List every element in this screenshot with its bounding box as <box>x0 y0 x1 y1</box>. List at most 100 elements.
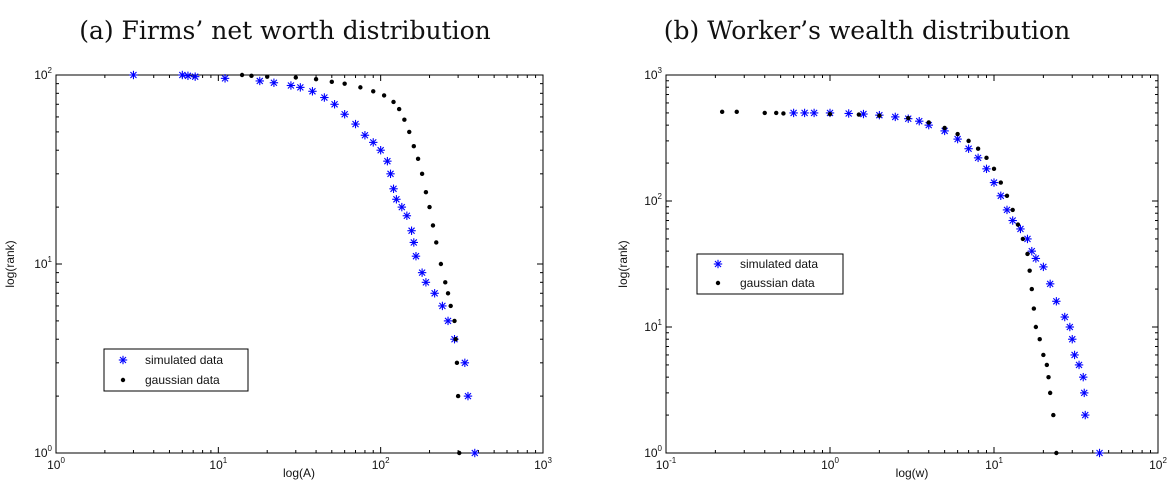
gaussian-point <box>1037 337 1042 342</box>
panel-a: (a) Firms’ net worth distribution 100 101… <box>3 16 552 480</box>
simulated-point <box>1031 254 1041 263</box>
gaussian-point <box>926 120 931 125</box>
gaussian-point <box>329 79 334 85</box>
gaussian-point <box>1033 324 1039 330</box>
gaussian-point <box>1041 352 1046 358</box>
gaussian-point <box>1054 450 1059 456</box>
simulated-point <box>129 70 138 80</box>
simulated-point <box>891 112 900 122</box>
panel-b-legend: simulated data gaussian data <box>696 253 844 295</box>
gaussian-point <box>443 280 448 285</box>
gaussian-point <box>827 111 833 117</box>
simulated-point <box>443 316 453 326</box>
simulated-point <box>220 74 230 83</box>
simulated-point <box>369 138 378 147</box>
simulated-point <box>1070 350 1079 360</box>
gaussian-point <box>1046 374 1051 380</box>
gaussian-point <box>457 450 462 456</box>
simulated-point <box>1008 216 1017 225</box>
simulated-point <box>982 164 991 174</box>
panel-a-points <box>129 70 479 458</box>
panel-b: (b) Worker’s wealth distribution 10-1 100… <box>616 16 1167 480</box>
simulated-point <box>383 156 392 166</box>
simulated-point <box>1074 360 1084 370</box>
gaussian-point <box>1004 193 1010 198</box>
panel-a-xlabel: log(A) <box>283 466 315 480</box>
gaussian-point <box>423 189 429 195</box>
legend-marker-gaussian <box>715 280 721 286</box>
simulated-point <box>1095 448 1104 458</box>
simulated-point <box>308 87 317 96</box>
gaussian-point <box>734 109 739 115</box>
gaussian-point <box>313 77 319 82</box>
panel-b-title: (b) Worker’s wealth distribution <box>664 16 1070 45</box>
y-tick-label: 102 <box>34 66 52 82</box>
legend-marker-simulated <box>118 355 128 365</box>
simulated-point <box>800 108 809 118</box>
gaussian-point <box>402 117 407 122</box>
panel-a-title: (a) Firms’ net worth distribution <box>79 16 491 45</box>
gaussian-point <box>942 125 947 131</box>
simulated-point <box>438 301 447 311</box>
simulated-point <box>1068 335 1077 344</box>
simulated-point <box>1023 234 1032 244</box>
y-tick-label: 100 <box>644 444 662 460</box>
simulated-point <box>417 268 427 277</box>
simulated-point <box>286 81 296 90</box>
gaussian-point <box>1010 207 1015 213</box>
simulated-point <box>320 93 329 102</box>
simulated-point <box>411 251 421 261</box>
simulated-point <box>255 76 264 86</box>
gaussian-point <box>966 138 971 144</box>
gaussian-point <box>454 360 460 366</box>
panel-a-ticks: 100 101 102 103 100 101 102 <box>34 66 552 472</box>
gaussian-point <box>781 111 786 116</box>
gaussian-point <box>1047 390 1053 396</box>
gaussian-point <box>427 204 432 210</box>
gaussian-point <box>1029 286 1034 292</box>
gaussian-point <box>453 337 458 342</box>
gaussian-point <box>239 72 245 78</box>
gaussian-point <box>293 75 298 80</box>
simulated-point <box>1027 246 1036 256</box>
simulated-point <box>1045 279 1055 289</box>
y-tick-label: 102 <box>644 192 662 208</box>
gaussian-point <box>455 393 461 399</box>
legend-marker <box>120 377 126 383</box>
gaussian-point <box>1015 222 1021 227</box>
legend-label-gaussian: gaussian data <box>145 373 220 387</box>
x-tick-label: 10-1 <box>656 456 677 472</box>
simulated-point <box>953 134 962 144</box>
gaussian-point <box>249 73 254 79</box>
gaussian-point <box>774 110 779 116</box>
gaussian-point <box>381 93 387 98</box>
simulated-point <box>996 191 1005 200</box>
legend-marker <box>715 280 721 286</box>
gaussian-point <box>906 115 911 121</box>
simulated-point <box>1081 410 1090 420</box>
gaussian-point <box>1025 251 1030 257</box>
x-tick-label: 103 <box>534 456 552 472</box>
y-tick-label: 103 <box>644 66 662 82</box>
simulated-point <box>1080 388 1089 398</box>
simulated-point <box>463 391 473 401</box>
gaussian-point <box>419 171 425 177</box>
x-tick-label: 101 <box>985 456 1003 472</box>
simulated-point <box>392 195 401 204</box>
gaussian-point <box>430 223 436 228</box>
gaussian-point <box>984 155 989 161</box>
simulated-point <box>844 109 853 118</box>
y-tick-label: 101 <box>34 255 52 271</box>
gaussian-point <box>448 303 453 309</box>
gaussian-point <box>371 89 376 94</box>
panel-a-legend-box <box>103 348 249 392</box>
simulated-point <box>178 70 187 80</box>
simulated-point <box>269 78 279 87</box>
gaussian-point <box>411 144 417 149</box>
legend-label-simulated: simulated data <box>740 257 818 271</box>
simulated-point <box>402 211 412 220</box>
gaussian-point <box>358 85 363 90</box>
gaussian-point <box>438 261 444 267</box>
legend-marker <box>713 259 723 269</box>
